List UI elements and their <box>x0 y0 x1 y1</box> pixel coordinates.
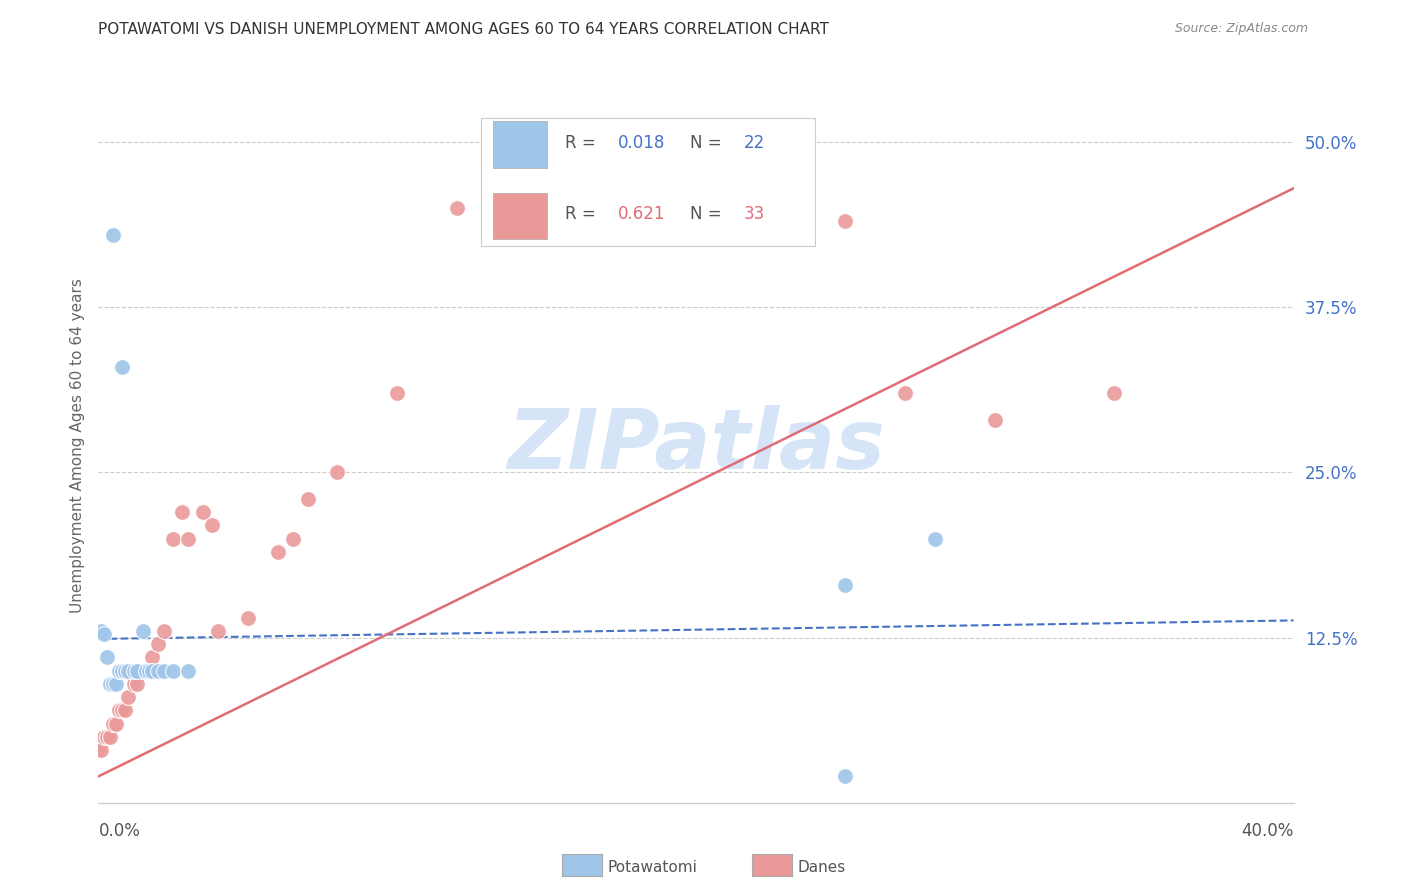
Point <box>983 412 1005 426</box>
Point <box>117 664 139 678</box>
Point <box>111 664 134 678</box>
Point <box>96 730 118 744</box>
Point <box>103 227 125 242</box>
Text: Danes: Danes <box>797 860 845 874</box>
Text: 22: 22 <box>744 134 765 152</box>
Point <box>105 716 128 731</box>
Point <box>894 386 917 401</box>
Point <box>924 532 946 546</box>
Point <box>267 545 290 559</box>
Point <box>162 532 184 546</box>
Point <box>148 664 170 678</box>
Point <box>87 743 110 757</box>
Point <box>1104 386 1126 401</box>
Point <box>191 505 214 519</box>
Point <box>834 578 856 592</box>
Point <box>93 730 115 744</box>
Point <box>103 716 125 731</box>
Point <box>127 677 149 691</box>
Point <box>834 769 856 783</box>
Point <box>111 359 134 374</box>
Point <box>124 664 146 678</box>
Text: N =: N = <box>690 205 727 223</box>
Point <box>93 626 115 640</box>
Point <box>98 677 122 691</box>
Point <box>96 650 118 665</box>
Point <box>90 624 112 638</box>
Point <box>745 201 768 215</box>
Text: 33: 33 <box>744 205 765 223</box>
Point <box>114 664 136 678</box>
Point <box>135 664 157 678</box>
Point <box>138 664 160 678</box>
Point <box>153 624 176 638</box>
Point <box>177 664 200 678</box>
Point <box>834 214 856 228</box>
FancyBboxPatch shape <box>494 193 547 239</box>
Point <box>177 532 200 546</box>
Point <box>114 703 136 717</box>
Point <box>90 743 112 757</box>
Point <box>172 505 194 519</box>
Text: 0.0%: 0.0% <box>98 822 141 840</box>
Text: Source: ZipAtlas.com: Source: ZipAtlas.com <box>1174 22 1308 36</box>
FancyBboxPatch shape <box>494 121 547 168</box>
Point <box>297 491 319 506</box>
Point <box>148 637 170 651</box>
Point <box>108 664 131 678</box>
Text: 0.621: 0.621 <box>619 205 666 223</box>
Text: 0.018: 0.018 <box>619 134 665 152</box>
Point <box>117 690 139 704</box>
Point <box>141 650 163 665</box>
Point <box>103 677 125 691</box>
Text: R =: R = <box>565 205 600 223</box>
Point <box>111 703 134 717</box>
FancyBboxPatch shape <box>481 118 815 246</box>
Point <box>281 532 304 546</box>
Text: 40.0%: 40.0% <box>1241 822 1294 840</box>
Point <box>141 664 163 678</box>
Point <box>108 703 131 717</box>
Point <box>162 664 184 678</box>
Point <box>132 664 155 678</box>
Point <box>153 664 176 678</box>
Point <box>446 201 468 215</box>
Text: POTAWATOMI VS DANISH UNEMPLOYMENT AMONG AGES 60 TO 64 YEARS CORRELATION CHART: POTAWATOMI VS DANISH UNEMPLOYMENT AMONG … <box>98 22 830 37</box>
Point <box>124 677 146 691</box>
Point <box>132 624 155 638</box>
Y-axis label: Unemployment Among Ages 60 to 64 years: Unemployment Among Ages 60 to 64 years <box>69 278 84 614</box>
Point <box>105 677 128 691</box>
Text: N =: N = <box>690 134 727 152</box>
Point <box>201 518 224 533</box>
Point <box>98 730 122 744</box>
Text: Potawatomi: Potawatomi <box>607 860 697 874</box>
Text: ZIPatlas: ZIPatlas <box>508 406 884 486</box>
Point <box>127 664 149 678</box>
Text: R =: R = <box>565 134 600 152</box>
Point <box>326 466 349 480</box>
Point <box>207 624 229 638</box>
Point <box>236 611 259 625</box>
Point <box>385 386 409 401</box>
